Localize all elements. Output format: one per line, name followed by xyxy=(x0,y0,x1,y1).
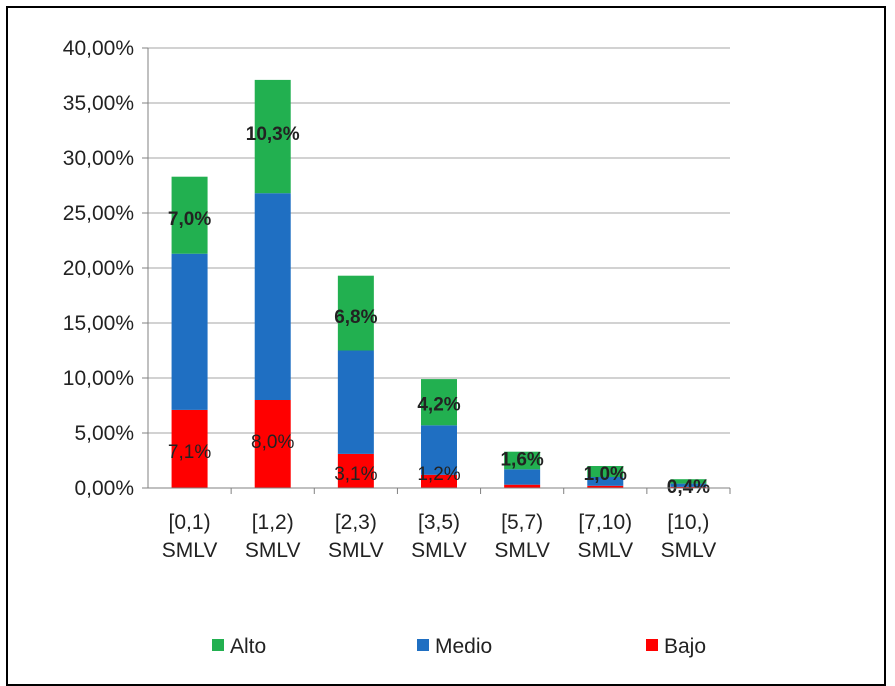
x-category-label: SMLV xyxy=(661,539,717,562)
y-tick-label: 10,00% xyxy=(63,367,134,390)
bar-medio xyxy=(337,350,374,454)
x-category-label: [1,2) xyxy=(252,511,294,534)
bar-bajo xyxy=(337,453,374,488)
bar-bajo xyxy=(670,486,707,488)
data-label-alto: 10,3% xyxy=(246,124,300,145)
bar-medio xyxy=(587,477,624,486)
x-category-label: [10,) xyxy=(667,511,709,534)
legend-label-medio: Medio xyxy=(435,635,492,658)
bar-bajo xyxy=(171,409,208,488)
bar-medio xyxy=(421,425,457,475)
bar-bajo xyxy=(421,474,457,488)
bar-bajo xyxy=(254,400,291,488)
x-category-label: SMLV xyxy=(328,539,384,562)
x-category-label: SMLV xyxy=(245,539,301,562)
data-label-alto: 7,0% xyxy=(168,209,211,230)
x-category-label: SMLV xyxy=(494,539,550,562)
y-tick-label: 30,00% xyxy=(63,147,134,170)
bar-medio xyxy=(171,253,208,410)
data-label-alto: 1,6% xyxy=(500,450,543,471)
bar-alto xyxy=(587,466,624,477)
bar-alto xyxy=(421,379,457,426)
legend-label-bajo: Bajo xyxy=(664,635,706,658)
legend-swatch-alto xyxy=(212,639,224,651)
y-tick-label: 5,00% xyxy=(74,422,134,445)
legend: Alto Medio Bajo xyxy=(212,635,706,658)
x-axis-category-labels: [0,1) SMLV [1,2) SMLV [2,3) SMLV [3,5) SMLV [5,7… xyxy=(162,511,716,562)
y-tick-label: 15,00% xyxy=(63,312,134,335)
bar-alto xyxy=(337,275,374,351)
data-label-bajo: 3,1% xyxy=(334,464,377,485)
bar-medio xyxy=(504,469,541,485)
legend-swatch-medio xyxy=(417,639,429,651)
data-label-alto: 4,2% xyxy=(417,395,460,416)
data-label-alto: 1,0% xyxy=(584,464,627,485)
x-category-label: SMLV xyxy=(577,539,633,562)
x-category-label: [5,7) xyxy=(501,511,543,534)
y-tick-label: 35,00% xyxy=(63,92,134,115)
x-category-label: [0,1) xyxy=(169,511,211,534)
bar-medio xyxy=(670,483,707,487)
x-category-label: SMLV xyxy=(162,539,218,562)
bar-alto xyxy=(670,479,707,484)
bar-alto xyxy=(171,176,208,254)
y-axis-tick-labels: 0,00% 5,00% 10,00% 15,00% 20,00% 25,00% 30,00%… xyxy=(63,37,134,500)
x-category-label: SMLV xyxy=(411,539,467,562)
y-tick-label: 40,00% xyxy=(63,37,134,60)
bar-medio xyxy=(254,193,291,400)
bars xyxy=(171,79,707,488)
x-category-label: [7,10) xyxy=(578,511,632,534)
x-category-label: [2,3) xyxy=(335,511,377,534)
data-labels: 7,1% 7,0% 8,0% 10,3% 3,1% 6,8% 1,2% 4,2% 1,6% 1,0… xyxy=(168,124,710,498)
data-label-bajo: 1,2% xyxy=(417,464,460,485)
bar-bajo xyxy=(587,485,624,488)
legend-swatch-bajo xyxy=(646,639,658,651)
bar-alto xyxy=(504,451,541,470)
y-tick-label: 20,00% xyxy=(63,257,134,280)
data-label-bajo: 8,0% xyxy=(251,432,294,453)
bar-alto xyxy=(254,79,291,194)
axes xyxy=(142,47,731,494)
x-category-label: [3,5) xyxy=(418,511,460,534)
legend-label-alto: Alto xyxy=(230,635,266,658)
y-tick-label: 0,00% xyxy=(74,477,134,500)
bar-bajo xyxy=(504,484,541,488)
data-label-alto: 6,8% xyxy=(334,307,377,328)
y-tick-label: 25,00% xyxy=(63,202,134,225)
data-label-bajo: 7,1% xyxy=(168,442,211,463)
